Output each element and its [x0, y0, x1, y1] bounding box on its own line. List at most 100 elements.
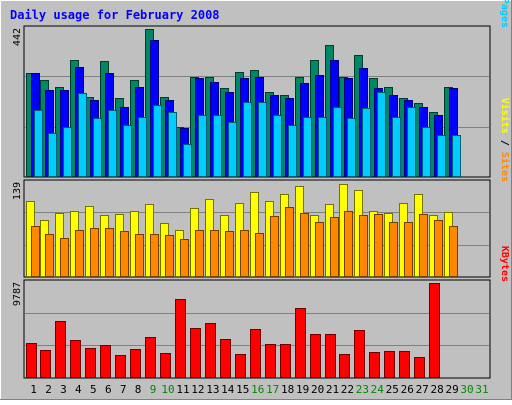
max-value-label-kbytes: 9787	[12, 282, 23, 306]
bar-kbytes-day-26	[399, 351, 410, 378]
bar-kbytes-day-3	[55, 321, 66, 378]
bar-kbytes-day-23	[354, 330, 365, 378]
bar-sites-day-29	[449, 226, 458, 277]
bar-sites-day-27	[419, 214, 428, 277]
legend-part: Visits	[499, 98, 511, 134]
bar-sites-day-1	[31, 226, 40, 277]
bar-sites-day-13	[210, 230, 219, 277]
bar-sites-day-3	[60, 238, 69, 277]
bar-kbytes-day-14	[220, 339, 231, 378]
bar-sites-day-16	[255, 233, 264, 277]
day-label-6: 6	[105, 383, 112, 396]
bar-sites-day-5	[90, 228, 99, 277]
legend-part: Pages	[499, 0, 510, 28]
bar-sites-day-22	[344, 211, 353, 277]
day-label-12: 12	[191, 383, 204, 396]
day-label-23: 23	[356, 383, 369, 396]
bar-pages-day-18	[288, 125, 297, 177]
bar-kbytes-day-15	[235, 354, 246, 378]
bar-pages-day-29	[452, 135, 461, 177]
bar-kbytes-day-9	[145, 337, 156, 378]
bar-pages-day-3	[63, 127, 72, 177]
bar-sites-day-26	[404, 222, 413, 277]
day-label-14: 14	[221, 383, 235, 396]
panel-kbytes: 9787 KBytes	[12, 246, 510, 379]
bar-sites-day-8	[135, 234, 144, 277]
bar-sites-day-28	[434, 220, 443, 277]
day-label-26: 26	[401, 383, 414, 396]
bar-pages-day-6	[108, 110, 117, 177]
bar-sites-day-9	[150, 234, 159, 277]
day-label-21: 21	[326, 383, 339, 396]
bar-sites-day-15	[240, 230, 249, 277]
bar-sites-day-19	[300, 213, 309, 277]
day-label-18: 18	[281, 383, 294, 396]
bar-kbytes-day-22	[339, 354, 350, 378]
day-label-3: 3	[60, 383, 67, 396]
day-label-28: 28	[430, 383, 443, 396]
bar-pages-day-19	[303, 117, 312, 177]
bar-sites-day-25	[389, 222, 398, 277]
day-label-13: 13	[206, 383, 219, 396]
bar-pages-day-21	[333, 107, 342, 177]
day-label-10: 10	[161, 383, 174, 396]
legend-part: KBytes	[499, 246, 510, 282]
bar-kbytes-day-21	[325, 334, 336, 378]
bar-pages-day-7	[123, 125, 132, 177]
bar-sites-day-23	[359, 215, 368, 277]
bar-sites-day-21	[330, 217, 339, 277]
bar-pages-day-1	[34, 110, 43, 177]
side-legend-visits: Visits / Sites	[499, 98, 511, 182]
bar-kbytes-day-12	[190, 328, 201, 378]
bar-sites-day-4	[75, 230, 84, 277]
bar-pages-day-17	[273, 115, 282, 177]
day-label-16: 16	[251, 383, 264, 396]
legend-part: /	[499, 134, 510, 152]
bar-pages-day-27	[422, 127, 431, 177]
bar-pages-day-26	[407, 107, 416, 177]
day-label-24: 24	[371, 383, 385, 396]
bar-kbytes-day-27	[414, 357, 425, 378]
bar-kbytes-day-20	[310, 334, 321, 378]
bar-kbytes-day-13	[205, 323, 216, 378]
bar-pages-day-13	[213, 115, 222, 177]
bar-pages-day-23	[362, 108, 371, 177]
day-label-29: 29	[445, 383, 458, 396]
bar-kbytes-day-2	[40, 350, 51, 378]
bar-pages-day-8	[138, 117, 147, 177]
bar-sites-day-10	[165, 235, 174, 277]
legend-part: Sites	[499, 152, 511, 182]
bar-pages-day-25	[392, 117, 401, 177]
side-legend-hits: Hits / Files / Pages	[499, 0, 511, 28]
max-value-label-hits: 442	[12, 28, 23, 46]
day-label-4: 4	[75, 383, 82, 396]
bar-sites-day-14	[225, 231, 234, 277]
day-label-27: 27	[416, 383, 429, 396]
day-label-7: 7	[120, 383, 127, 396]
bar-kbytes-day-1	[26, 343, 37, 378]
day-label-11: 11	[176, 383, 189, 396]
bar-sites-day-2	[45, 234, 54, 277]
bar-pages-day-5	[93, 118, 102, 177]
bar-pages-day-20	[318, 117, 327, 177]
day-label-2: 2	[45, 383, 52, 396]
max-value-label-visits: 139	[12, 182, 23, 200]
bar-pages-day-15	[243, 102, 252, 177]
bar-pages-day-4	[78, 93, 87, 177]
day-label-5: 5	[90, 383, 97, 396]
bar-kbytes-day-28	[429, 283, 440, 378]
bar-pages-day-11	[183, 144, 192, 177]
bar-sites-day-6	[105, 228, 114, 277]
chart-panels: 442 Hits / Files / Pages 139 Visits / Sites…	[12, 0, 511, 379]
day-label-1: 1	[30, 383, 37, 396]
bar-sites-day-17	[270, 216, 279, 277]
bar-sites-day-24	[374, 214, 383, 277]
bar-pages-day-12	[198, 115, 207, 177]
day-label-9: 9	[150, 383, 157, 396]
bar-kbytes-day-7	[115, 355, 126, 378]
bar-sites-day-11	[180, 239, 189, 277]
bar-kbytes-day-19	[295, 308, 306, 378]
panel-visits: 139 Visits / Sites	[12, 98, 511, 278]
bar-sites-day-12	[195, 230, 204, 277]
